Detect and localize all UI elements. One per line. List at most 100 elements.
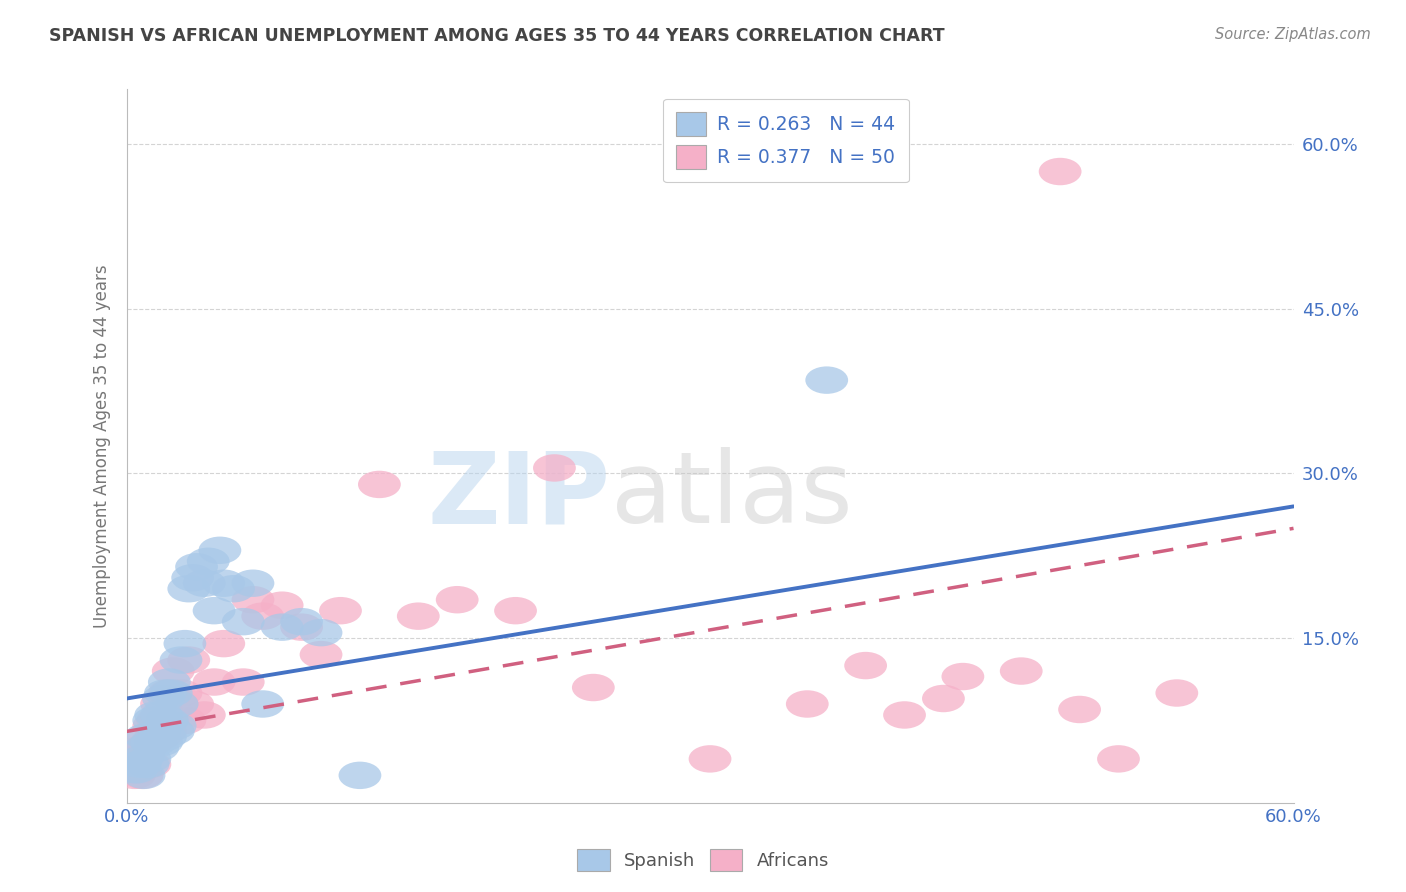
Ellipse shape (202, 630, 245, 657)
Ellipse shape (183, 701, 226, 729)
Ellipse shape (125, 734, 167, 762)
Ellipse shape (125, 734, 167, 762)
Ellipse shape (396, 602, 440, 630)
Ellipse shape (280, 614, 323, 640)
Ellipse shape (128, 745, 172, 772)
Ellipse shape (1156, 680, 1198, 706)
Ellipse shape (141, 729, 183, 756)
Ellipse shape (533, 454, 576, 482)
Ellipse shape (143, 718, 187, 745)
Ellipse shape (242, 602, 284, 630)
Ellipse shape (127, 751, 169, 778)
Ellipse shape (232, 586, 274, 614)
Ellipse shape (150, 680, 193, 706)
Ellipse shape (806, 367, 848, 394)
Ellipse shape (160, 647, 202, 673)
Ellipse shape (844, 652, 887, 680)
Ellipse shape (142, 701, 186, 729)
Ellipse shape (176, 553, 218, 581)
Ellipse shape (1039, 158, 1081, 186)
Y-axis label: Unemployment Among Ages 35 to 44 years: Unemployment Among Ages 35 to 44 years (93, 264, 111, 628)
Ellipse shape (494, 597, 537, 624)
Ellipse shape (125, 723, 167, 751)
Ellipse shape (132, 706, 176, 734)
Ellipse shape (260, 614, 304, 640)
Text: Source: ZipAtlas.com: Source: ZipAtlas.com (1215, 27, 1371, 42)
Ellipse shape (280, 608, 323, 635)
Ellipse shape (135, 723, 177, 751)
Ellipse shape (242, 690, 284, 718)
Ellipse shape (122, 734, 166, 762)
Legend: Spanish, Africans: Spanish, Africans (569, 842, 837, 879)
Ellipse shape (141, 690, 183, 718)
Text: ZIP: ZIP (427, 448, 610, 544)
Ellipse shape (1000, 657, 1043, 685)
Ellipse shape (152, 657, 194, 685)
Ellipse shape (115, 756, 157, 783)
Ellipse shape (359, 471, 401, 498)
Ellipse shape (132, 712, 176, 739)
Ellipse shape (143, 680, 187, 706)
Ellipse shape (141, 701, 183, 729)
Ellipse shape (148, 668, 191, 696)
Ellipse shape (146, 706, 188, 734)
Ellipse shape (172, 690, 214, 718)
Ellipse shape (212, 575, 254, 602)
Ellipse shape (572, 673, 614, 701)
Ellipse shape (167, 575, 209, 602)
Ellipse shape (183, 569, 226, 597)
Ellipse shape (299, 619, 343, 647)
Ellipse shape (232, 569, 274, 597)
Ellipse shape (152, 718, 194, 745)
Ellipse shape (1097, 745, 1140, 772)
Ellipse shape (172, 564, 214, 591)
Ellipse shape (131, 729, 173, 756)
Ellipse shape (117, 756, 160, 783)
Ellipse shape (127, 723, 169, 751)
Ellipse shape (163, 630, 207, 657)
Ellipse shape (138, 718, 181, 745)
Text: atlas: atlas (610, 448, 852, 544)
Ellipse shape (143, 723, 187, 751)
Ellipse shape (156, 690, 198, 718)
Ellipse shape (121, 745, 163, 772)
Ellipse shape (136, 706, 179, 734)
Ellipse shape (136, 734, 179, 762)
Ellipse shape (121, 762, 163, 789)
Ellipse shape (167, 647, 209, 673)
Ellipse shape (118, 751, 162, 778)
Legend: R = 0.263   N = 44, R = 0.377   N = 50: R = 0.263 N = 44, R = 0.377 N = 50 (664, 99, 908, 182)
Ellipse shape (222, 668, 264, 696)
Ellipse shape (112, 762, 156, 789)
Ellipse shape (260, 591, 304, 619)
Ellipse shape (202, 569, 245, 597)
Ellipse shape (339, 762, 381, 789)
Ellipse shape (118, 745, 162, 772)
Ellipse shape (319, 597, 361, 624)
Ellipse shape (153, 712, 197, 739)
Ellipse shape (942, 663, 984, 690)
Ellipse shape (436, 586, 478, 614)
Ellipse shape (786, 690, 828, 718)
Ellipse shape (193, 597, 235, 624)
Ellipse shape (198, 537, 242, 564)
Ellipse shape (142, 685, 186, 712)
Ellipse shape (922, 685, 965, 712)
Ellipse shape (160, 680, 202, 706)
Ellipse shape (131, 729, 173, 756)
Ellipse shape (156, 690, 198, 718)
Ellipse shape (135, 729, 177, 756)
Ellipse shape (138, 723, 181, 751)
Ellipse shape (883, 701, 927, 729)
Text: SPANISH VS AFRICAN UNEMPLOYMENT AMONG AGES 35 TO 44 YEARS CORRELATION CHART: SPANISH VS AFRICAN UNEMPLOYMENT AMONG AG… (49, 27, 945, 45)
Ellipse shape (187, 548, 229, 575)
Ellipse shape (689, 745, 731, 772)
Ellipse shape (1059, 696, 1101, 723)
Ellipse shape (163, 706, 207, 734)
Ellipse shape (299, 640, 343, 668)
Ellipse shape (135, 701, 177, 729)
Ellipse shape (128, 751, 172, 778)
Ellipse shape (122, 762, 166, 789)
Ellipse shape (222, 608, 264, 635)
Ellipse shape (148, 680, 191, 706)
